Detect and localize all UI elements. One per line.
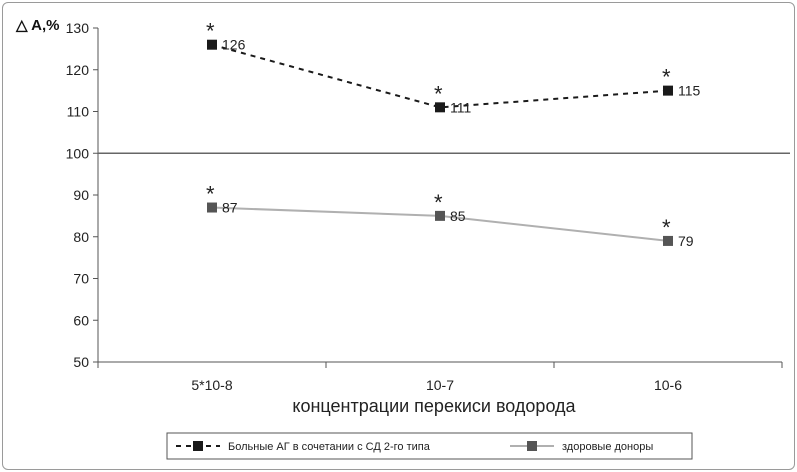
y-tick-label: 60 — [73, 312, 89, 328]
data-point-marker — [663, 85, 673, 96]
data-point-marker — [663, 235, 673, 246]
significance-star: * — [206, 19, 215, 44]
y-tick-label: 80 — [73, 229, 89, 245]
significance-star: * — [662, 65, 671, 90]
y-axis-ticks: 50 60 70 80 90 100 110 120 130 — [66, 20, 98, 370]
legend-label-1: Больные АГ в сочетании с СД 2-го типа — [228, 441, 431, 453]
x-tick-label: 10-7 — [426, 377, 454, 393]
data-point-marker — [207, 202, 217, 213]
data-label: 126 — [222, 37, 246, 53]
data-label: 87 — [222, 200, 238, 216]
significance-star: * — [434, 190, 443, 215]
data-label: 111 — [450, 99, 471, 115]
x-tick-label: 10-6 — [654, 377, 682, 393]
data-label: 85 — [450, 208, 466, 224]
y-tick-label: 110 — [67, 104, 90, 120]
legend-label-2: здоровые доноры — [562, 441, 653, 453]
y-tick-label: 130 — [66, 20, 90, 36]
data-label: 115 — [678, 83, 701, 99]
legend: Больные АГ в сочетании с СД 2-го типа здо… — [166, 432, 693, 460]
series-1: 126 * 111 * 115 * — [206, 19, 701, 116]
data-label: 79 — [678, 233, 694, 249]
y-tick-label: 90 — [73, 187, 89, 203]
data-point-marker — [435, 210, 445, 221]
significance-star: * — [206, 182, 215, 207]
legend-box — [166, 432, 693, 460]
x-tick-label: 5*10-8 — [191, 377, 232, 393]
y-tick-label: 50 — [73, 354, 89, 370]
data-point-marker — [207, 39, 217, 50]
series-2: 87 * 85 * 79 * — [206, 182, 694, 249]
data-point-marker — [435, 102, 445, 113]
y-tick-label: 70 — [73, 271, 89, 287]
series-layer: 126 * 111 * 115 * 87 * 85 * 79 * — [206, 19, 701, 249]
axes — [97, 28, 782, 363]
legend-items: Больные АГ в сочетании с СД 2-го типа здо… — [176, 441, 653, 453]
legend-marker-2 — [527, 441, 537, 451]
x-axis-ticks: 5*10-8 10-7 10-6 — [97, 362, 783, 393]
y-axis-title: △ A,% — [15, 17, 59, 34]
y-tick-label: 100 — [66, 145, 90, 161]
significance-star: * — [434, 81, 443, 106]
legend-marker-1 — [193, 441, 203, 451]
y-tick-label: 120 — [66, 62, 90, 78]
x-axis-title: концентрации перекиси водорода — [292, 396, 576, 416]
significance-star: * — [662, 215, 671, 240]
